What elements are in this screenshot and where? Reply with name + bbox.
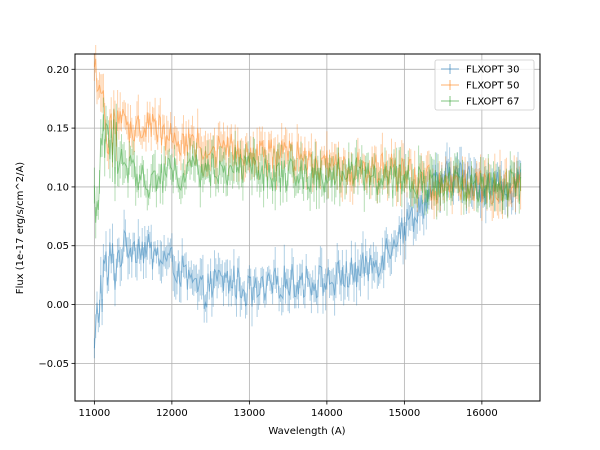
plot-frame [74, 53, 541, 402]
y-tick-label: −0.05 [38, 359, 69, 370]
legend-box [434, 59, 535, 111]
legend-label: FLXOPT 50 [466, 81, 519, 92]
x-axis: 11000 12000 13000 14000 15000 16000 [78, 401, 498, 419]
y-axis: −0.05 0.00 0.05 0.10 0.15 0.20 [38, 65, 75, 370]
y-tick-label: 0.00 [47, 300, 69, 311]
y-axis-label: Flux (1e-17 erg/s/cm^2/A) [15, 162, 26, 294]
plot-area [75, 54, 540, 401]
legend-label: FLXOPT 67 [466, 97, 519, 108]
x-tick-label: 12000 [156, 408, 188, 419]
legend: FLXOPT 30 FLXOPT 50 FLXOPT 67 [434, 59, 535, 111]
y-tick-label: 0.10 [47, 182, 69, 193]
series-errorbars [93, 97, 522, 239]
x-tick-label: 15000 [388, 408, 420, 419]
y-tick-label: 0.05 [47, 241, 69, 252]
y-tick-label: 0.15 [47, 124, 69, 135]
legend-item: FLXOPT 67 [441, 96, 519, 108]
legend-label: FLXOPT 30 [466, 65, 519, 76]
series-layer [93, 45, 522, 359]
series-line [93, 58, 522, 205]
series-line [93, 114, 522, 223]
series-3 [93, 97, 522, 239]
y-tick-label: 0.20 [47, 65, 69, 76]
series-1 [93, 142, 522, 359]
x-tick-label: 16000 [466, 408, 498, 419]
x-tick-label: 13000 [233, 408, 265, 419]
series-errorbars [93, 45, 522, 221]
grid [75, 54, 540, 401]
x-tick-label: 14000 [311, 408, 343, 419]
legend-item: FLXOPT 50 [441, 80, 519, 92]
series-line [93, 160, 522, 349]
series-errorbars [93, 142, 522, 359]
legend-item: FLXOPT 30 [441, 64, 519, 76]
series-2 [93, 45, 522, 221]
x-axis-label: Wavelength (A) [268, 426, 345, 437]
x-tick-label: 11000 [78, 408, 110, 419]
